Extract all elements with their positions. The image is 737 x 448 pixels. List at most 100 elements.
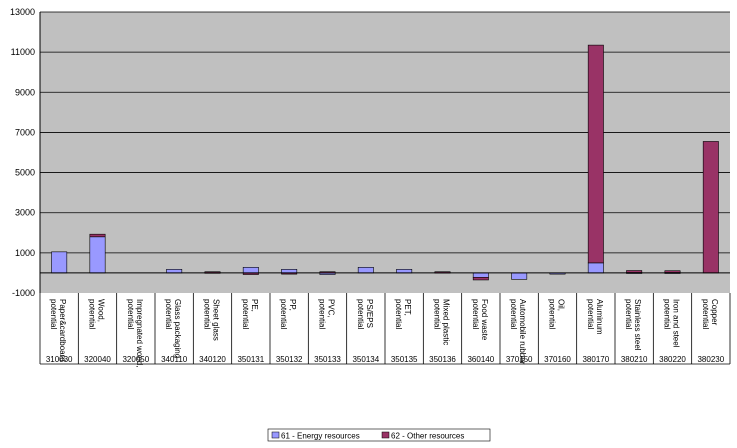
- bar-energy-320040: [89, 236, 106, 274]
- category-label-320040: Wood,potential: [88, 299, 106, 329]
- category-code: 350136: [429, 355, 456, 364]
- category-label-350133: PVC,potential: [318, 299, 336, 329]
- category-name: PVC,: [327, 299, 336, 318]
- category-name: potential: [318, 299, 327, 329]
- category-name: potential: [241, 299, 250, 329]
- category-code: 350131: [237, 355, 264, 364]
- category-label-350131: PE,potential: [241, 299, 259, 329]
- category-name: potential: [49, 299, 58, 329]
- axes: [39, 12, 730, 293]
- y-tick-label: 11000: [11, 47, 35, 57]
- bar-energy-350131: [242, 267, 259, 274]
- category-name: potential: [394, 299, 403, 329]
- category-name: Copper: [710, 299, 719, 326]
- legend-box: [267, 428, 491, 442]
- gridlines: [40, 11, 730, 254]
- category-name: potential: [279, 299, 288, 329]
- category-name: Sheet glass: [212, 299, 221, 341]
- category-code: 320040: [84, 355, 111, 364]
- category-name: PE,: [250, 299, 259, 312]
- bar-other-380210: [626, 270, 643, 273]
- bar-energy-380170: [587, 262, 604, 274]
- category-code: 380210: [621, 355, 648, 364]
- category-name: potential: [586, 299, 595, 329]
- category-code: 360140: [467, 355, 494, 364]
- category-code: 380220: [659, 355, 686, 364]
- category-label-320050: Impregnated wood,potential: [126, 299, 144, 368]
- bar-energy-310030: [51, 251, 68, 274]
- category-name: Iron and steel: [672, 299, 681, 348]
- category-code: 350133: [314, 355, 341, 364]
- category-code: 340110: [161, 355, 188, 364]
- category-name: potential: [164, 299, 173, 329]
- bar-energy-360140: [472, 272, 489, 278]
- x-category-labels: Paper&cardboardpotential310030Wood,poten…: [39, 293, 731, 368]
- category-code: 380230: [697, 355, 724, 364]
- category-name: Mixed plastic: [442, 299, 451, 345]
- legend-label: 62 - Other resources: [391, 432, 464, 441]
- category-name: Paper&cardboard: [58, 299, 67, 362]
- bar-energy-350132: [281, 269, 298, 274]
- category-label-350135: PET,potential: [394, 299, 412, 329]
- bar-energy-350134: [357, 267, 374, 274]
- bar-energy-370150: [511, 272, 528, 280]
- category-code: 370160: [544, 355, 571, 364]
- category-name: potential: [471, 299, 480, 329]
- legend-swatch: [381, 431, 390, 439]
- category-code: 350132: [276, 355, 303, 364]
- category-label-350132: PP,potential: [279, 299, 297, 329]
- category-code: 340120: [199, 355, 226, 364]
- category-name: potential: [88, 299, 97, 329]
- category-name: potential: [433, 299, 442, 329]
- category-name: potential: [624, 299, 633, 329]
- category-code: 350135: [391, 355, 418, 364]
- category-name: Stainless steel: [633, 299, 642, 351]
- plot-area: [40, 12, 730, 293]
- category-name: potential: [701, 299, 710, 329]
- legend: 61 - Energy resources 62 - Other resource…: [267, 428, 491, 442]
- bar-energy-350135: [396, 269, 413, 274]
- category-name: potential: [126, 299, 135, 329]
- category-code: 370150: [506, 355, 533, 364]
- y-tick-label: 1000: [15, 248, 35, 258]
- category-name: potential: [356, 299, 365, 329]
- category-code: 310030: [46, 355, 73, 364]
- category-name: potential: [509, 299, 518, 329]
- category-code: 320050: [122, 355, 149, 364]
- bar-energy-340110: [166, 269, 183, 274]
- legend-swatch: [271, 431, 280, 439]
- bar-other-360140: [472, 277, 489, 281]
- category-name: Aluminum: [595, 299, 604, 335]
- category-name: Wood,: [97, 299, 106, 322]
- category-name: Automobile rubber: [518, 299, 527, 365]
- category-code: 350134: [352, 355, 379, 364]
- bar-other-380220: [664, 270, 681, 273]
- category-label-370160: Oil,potential: [548, 299, 566, 329]
- category-name: potential: [203, 299, 212, 329]
- y-tick-label: 7000: [15, 127, 35, 137]
- category-name: potential: [663, 299, 672, 329]
- y-tick-label: 9000: [15, 87, 35, 97]
- bar-other-380170: [587, 44, 604, 264]
- y-tick-label: 5000: [15, 168, 35, 178]
- y-tick-labels: -1000 1000 3000 5000 7000 9000 11000 13000: [10, 7, 35, 298]
- category-name: potential: [548, 299, 557, 329]
- category-code: 380170: [582, 355, 609, 364]
- category-name: Glass packaging: [173, 299, 182, 358]
- category-name: Impregnated wood,: [135, 299, 144, 368]
- y-tick-label: -1000: [12, 288, 35, 298]
- category-name: Oil,: [557, 299, 566, 311]
- legend-label: 61 - Energy resources: [281, 432, 360, 441]
- bar-other-320040: [89, 233, 106, 238]
- y-tick-label: 13000: [10, 7, 35, 17]
